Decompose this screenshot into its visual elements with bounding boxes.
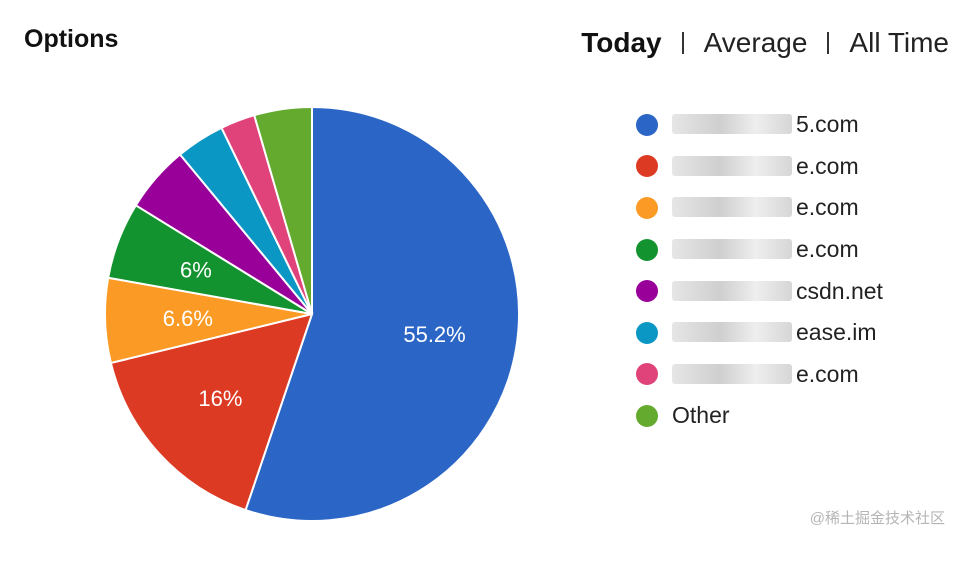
legend-item[interactable]: csdn.net <box>636 270 956 312</box>
pie-slice[interactable] <box>109 312 314 512</box>
legend-swatch <box>636 404 658 427</box>
legend-label-visible: e.com <box>796 236 859 263</box>
legend-swatch <box>636 238 658 261</box>
legend-swatch <box>636 113 658 136</box>
tab-all-time[interactable]: All Time <box>849 27 949 58</box>
legend-item[interactable]: e.com <box>636 187 956 229</box>
legend-item[interactable]: Other <box>636 395 956 437</box>
redaction-blur <box>672 239 792 260</box>
legend-label: ease.im <box>672 319 877 346</box>
tab-today[interactable]: Today <box>581 27 662 58</box>
legend-label-visible: csdn.net <box>796 277 883 304</box>
redaction-blur <box>672 114 792 135</box>
legend-swatch <box>636 321 658 344</box>
tab-average[interactable]: Average <box>703 27 808 58</box>
chart-title-options: Options <box>24 25 119 53</box>
legend-item[interactable]: ease.im <box>636 312 956 354</box>
legend-swatch <box>636 155 658 178</box>
legend-swatch <box>636 280 658 303</box>
legend-label: Other <box>672 402 730 429</box>
tab-separator <box>827 32 830 54</box>
pie-slice[interactable] <box>253 105 313 315</box>
slice-data-label: 55.2% <box>403 322 465 347</box>
redaction-blur <box>672 363 792 384</box>
redaction-blur <box>672 322 792 343</box>
legend-item[interactable]: 5.com <box>636 104 956 146</box>
legend-label: 5.com <box>672 111 859 138</box>
legend-swatch <box>636 196 658 219</box>
legend-swatch <box>636 363 658 386</box>
legend-label: e.com <box>672 194 859 221</box>
redaction-blur <box>672 197 792 218</box>
redaction-blur <box>672 155 792 176</box>
legend-item[interactable]: e.com <box>636 229 956 271</box>
watermark: @稀土掘金技术社区 <box>809 510 945 527</box>
slice-data-label: 6% <box>180 258 212 283</box>
pie-slice[interactable] <box>244 105 520 522</box>
legend-label: e.com <box>672 153 859 180</box>
legend-label-visible: 5.com <box>796 111 859 138</box>
slice-data-label: 6.6% <box>163 306 213 331</box>
chart-legend: 5.com e.com e.com e.com csdn.net ease.im e.com… <box>636 104 956 437</box>
legend-label: csdn.net <box>672 278 883 305</box>
slice-data-label: 16% <box>198 386 242 411</box>
legend-label-visible: e.com <box>796 360 859 387</box>
time-range-tabs: Today Average All Time <box>581 26 949 60</box>
legend-label-visible: e.com <box>796 152 859 179</box>
legend-label: e.com <box>672 236 859 263</box>
legend-label-visible: ease.im <box>796 319 877 346</box>
tab-separator <box>681 32 684 54</box>
redaction-blur <box>672 280 792 301</box>
legend-label: e.com <box>672 361 859 388</box>
legend-item[interactable]: e.com <box>636 146 956 188</box>
legend-item[interactable]: e.com <box>636 354 956 396</box>
legend-label-visible: e.com <box>796 194 859 221</box>
